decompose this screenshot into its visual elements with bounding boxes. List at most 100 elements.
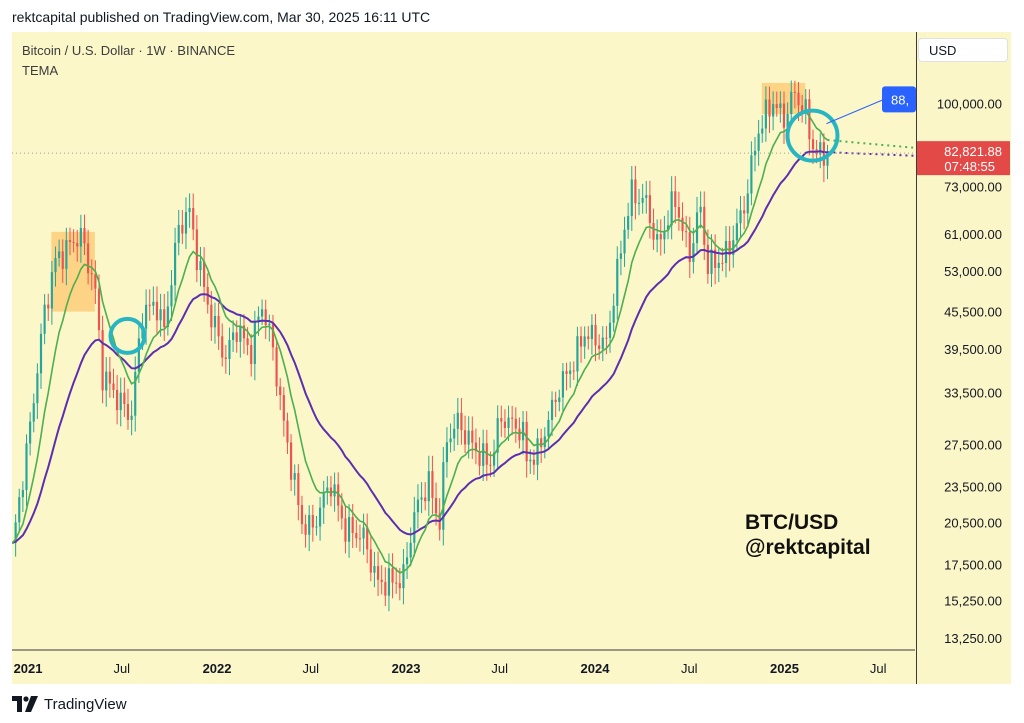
- candle-body: [779, 103, 782, 109]
- candle-body: [471, 430, 474, 443]
- candle-body: [772, 104, 775, 117]
- indicator-label[interactable]: TEMA: [22, 63, 59, 78]
- candle-body: [768, 99, 771, 117]
- candle-body: [612, 305, 615, 323]
- candle-body: [507, 417, 510, 429]
- candle-body: [39, 333, 43, 374]
- candle-body: [579, 336, 583, 347]
- candle-body: [757, 133, 760, 151]
- candle-body: [304, 524, 307, 535]
- candle-body: [804, 99, 807, 113]
- y-tick-label: 53,000.00: [944, 264, 1002, 279]
- y-tick-label: 13,250.00: [944, 631, 1002, 646]
- callout-label-bg: [882, 86, 916, 113]
- candle-body: [808, 99, 811, 140]
- candle-body: [753, 150, 757, 156]
- candle-body: [605, 337, 608, 339]
- footer-brand[interactable]: TradingView: [44, 695, 127, 713]
- candle-body: [685, 231, 688, 233]
- candle-body: [116, 389, 119, 411]
- candle-body: [637, 202, 641, 204]
- candle-body: [492, 452, 496, 466]
- candle-body: [416, 499, 420, 513]
- candle-body: [659, 234, 662, 240]
- candle-body: [318, 507, 322, 527]
- candle-body: [656, 234, 659, 240]
- candle-body: [775, 104, 778, 109]
- candle-body: [511, 417, 514, 419]
- candle-body: [108, 371, 111, 384]
- candle-body: [112, 383, 115, 390]
- candle-body: [598, 345, 601, 349]
- candle-body: [184, 212, 188, 234]
- candle-body: [170, 285, 173, 307]
- watermark-line-2: @rektcapital: [745, 536, 871, 559]
- candle-body: [293, 473, 296, 480]
- candle-body: [257, 316, 260, 322]
- candle-body: [558, 397, 561, 403]
- candle-body: [76, 242, 79, 247]
- y-tick-label: 17,500.00: [944, 557, 1002, 572]
- y-tick-label: 15,250.00: [944, 594, 1002, 609]
- candle-body: [536, 438, 539, 465]
- plot-area[interactable]: [12, 32, 915, 684]
- candle-body: [750, 155, 753, 194]
- candle-body: [550, 399, 554, 420]
- candle-body: [496, 418, 499, 453]
- candle-body: [366, 527, 369, 550]
- candle-body: [616, 258, 619, 306]
- candle-body: [83, 228, 86, 244]
- candle-body: [717, 262, 720, 268]
- candle-body: [68, 240, 72, 243]
- candle-body: [695, 212, 699, 244]
- candle-body: [790, 91, 793, 115]
- candle-body: [674, 191, 677, 208]
- candle-body: [213, 315, 217, 328]
- candle-body: [565, 371, 568, 375]
- candle-body: [217, 315, 220, 337]
- x-tick-label: Jul: [870, 661, 887, 676]
- candle-body: [166, 306, 169, 328]
- candle-body: [663, 230, 666, 240]
- candle-body: [424, 497, 427, 502]
- candle-body: [413, 512, 416, 543]
- candle-body: [123, 392, 126, 405]
- candle-body: [311, 515, 314, 528]
- candle-body: [87, 243, 90, 274]
- candle-body: [239, 325, 242, 342]
- candle-body: [819, 142, 822, 155]
- candle-body: [90, 273, 93, 275]
- candle-body: [271, 323, 275, 348]
- currency-button[interactable]: USD: [918, 38, 1008, 62]
- countdown-value: 07:48:55: [944, 159, 995, 174]
- candle-body: [764, 99, 767, 129]
- candle-body: [576, 336, 579, 372]
- x-tick-label: Jul: [113, 661, 130, 676]
- candle-body: [362, 527, 365, 539]
- candle-body: [159, 309, 162, 321]
- candle-body: [54, 258, 57, 273]
- candle-body: [543, 436, 546, 448]
- candle-body: [442, 462, 445, 530]
- candle-body: [134, 371, 137, 416]
- publish-header: rektcapital published on TradingView.com…: [12, 9, 431, 25]
- candle-body: [18, 497, 21, 523]
- candle-body: [260, 309, 264, 317]
- candle-body: [384, 582, 387, 596]
- candle-body: [623, 229, 626, 254]
- callout-label-text: 88,: [891, 92, 909, 107]
- candle-body: [554, 399, 557, 403]
- candle-body: [427, 471, 430, 502]
- candle-body: [652, 223, 655, 240]
- tema-slow-projection: [827, 151, 916, 157]
- candle-body: [395, 582, 398, 584]
- candle-body: [279, 386, 282, 396]
- watermark-line-1: BTC/USD: [745, 511, 839, 534]
- x-tick-label: 2023: [392, 661, 421, 676]
- candles: [14, 80, 829, 612]
- tema-fast-line: [12, 110, 829, 574]
- candle-body: [583, 336, 586, 347]
- candle-body: [739, 210, 742, 224]
- candle-body: [32, 403, 35, 422]
- price-axis[interactable]: [916, 32, 1011, 684]
